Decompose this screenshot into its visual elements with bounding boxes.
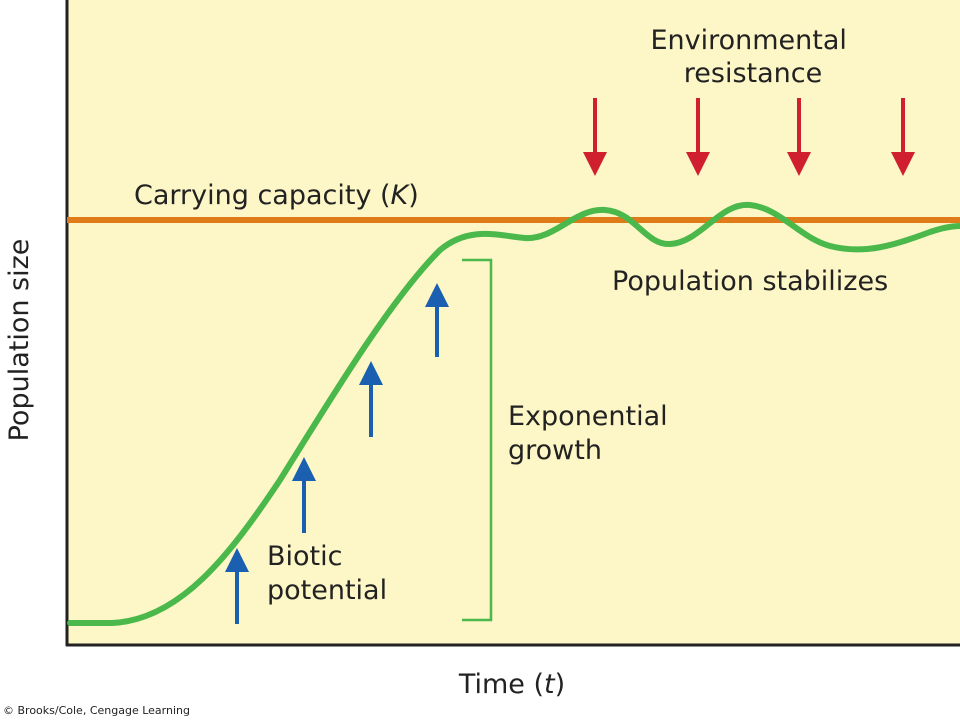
exponential-growth-bracket xyxy=(462,258,493,622)
exponential-growth-label: Exponential growth xyxy=(508,401,676,466)
environmental-resistance-arrows xyxy=(583,98,915,176)
copyright-text: © Brooks/Cole, Cengage Learning xyxy=(3,704,190,717)
biotic-potential-label: Biotic potential xyxy=(267,541,387,606)
carrying-capacity-label: Carrying capacity (K) xyxy=(134,180,419,211)
population-curve xyxy=(67,201,960,626)
population-stabilizes-label: Population stabilizes xyxy=(612,266,888,297)
y-axis-label: Population size xyxy=(4,239,35,442)
biotic-potential-arrows xyxy=(225,283,449,624)
plot-background xyxy=(67,0,960,645)
x-axis-label: Time (t) xyxy=(458,669,565,700)
environmental-resistance-label: Environmental resistance xyxy=(650,25,855,89)
